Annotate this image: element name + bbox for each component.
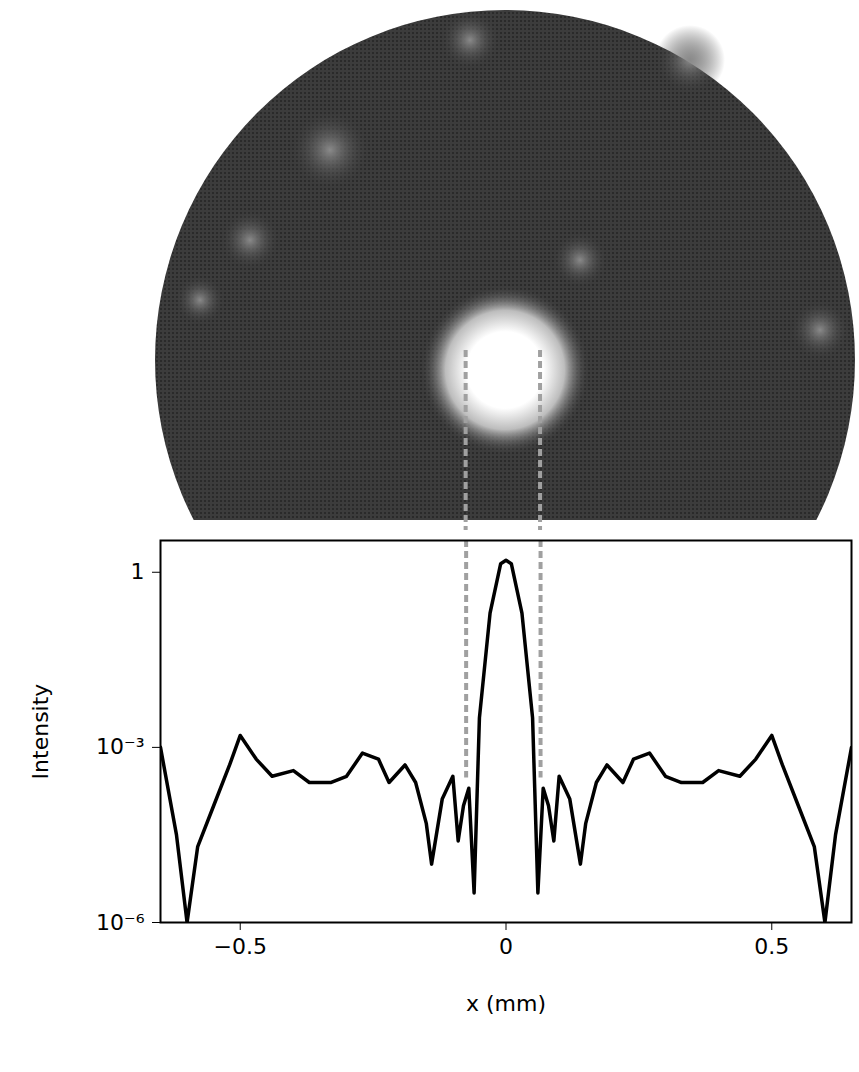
svg-text:10⁻⁶: 10⁻⁶	[96, 910, 145, 935]
svg-text:0: 0	[499, 934, 513, 959]
svg-text:−0.5: −0.5	[214, 934, 267, 959]
svg-text:x (mm): x (mm)	[466, 991, 546, 1016]
svg-text:1: 1	[131, 559, 145, 584]
svg-text:Intensity: Intensity	[28, 684, 53, 780]
svg-text:0.5: 0.5	[754, 934, 789, 959]
svg-text:10⁻³: 10⁻³	[96, 734, 144, 759]
